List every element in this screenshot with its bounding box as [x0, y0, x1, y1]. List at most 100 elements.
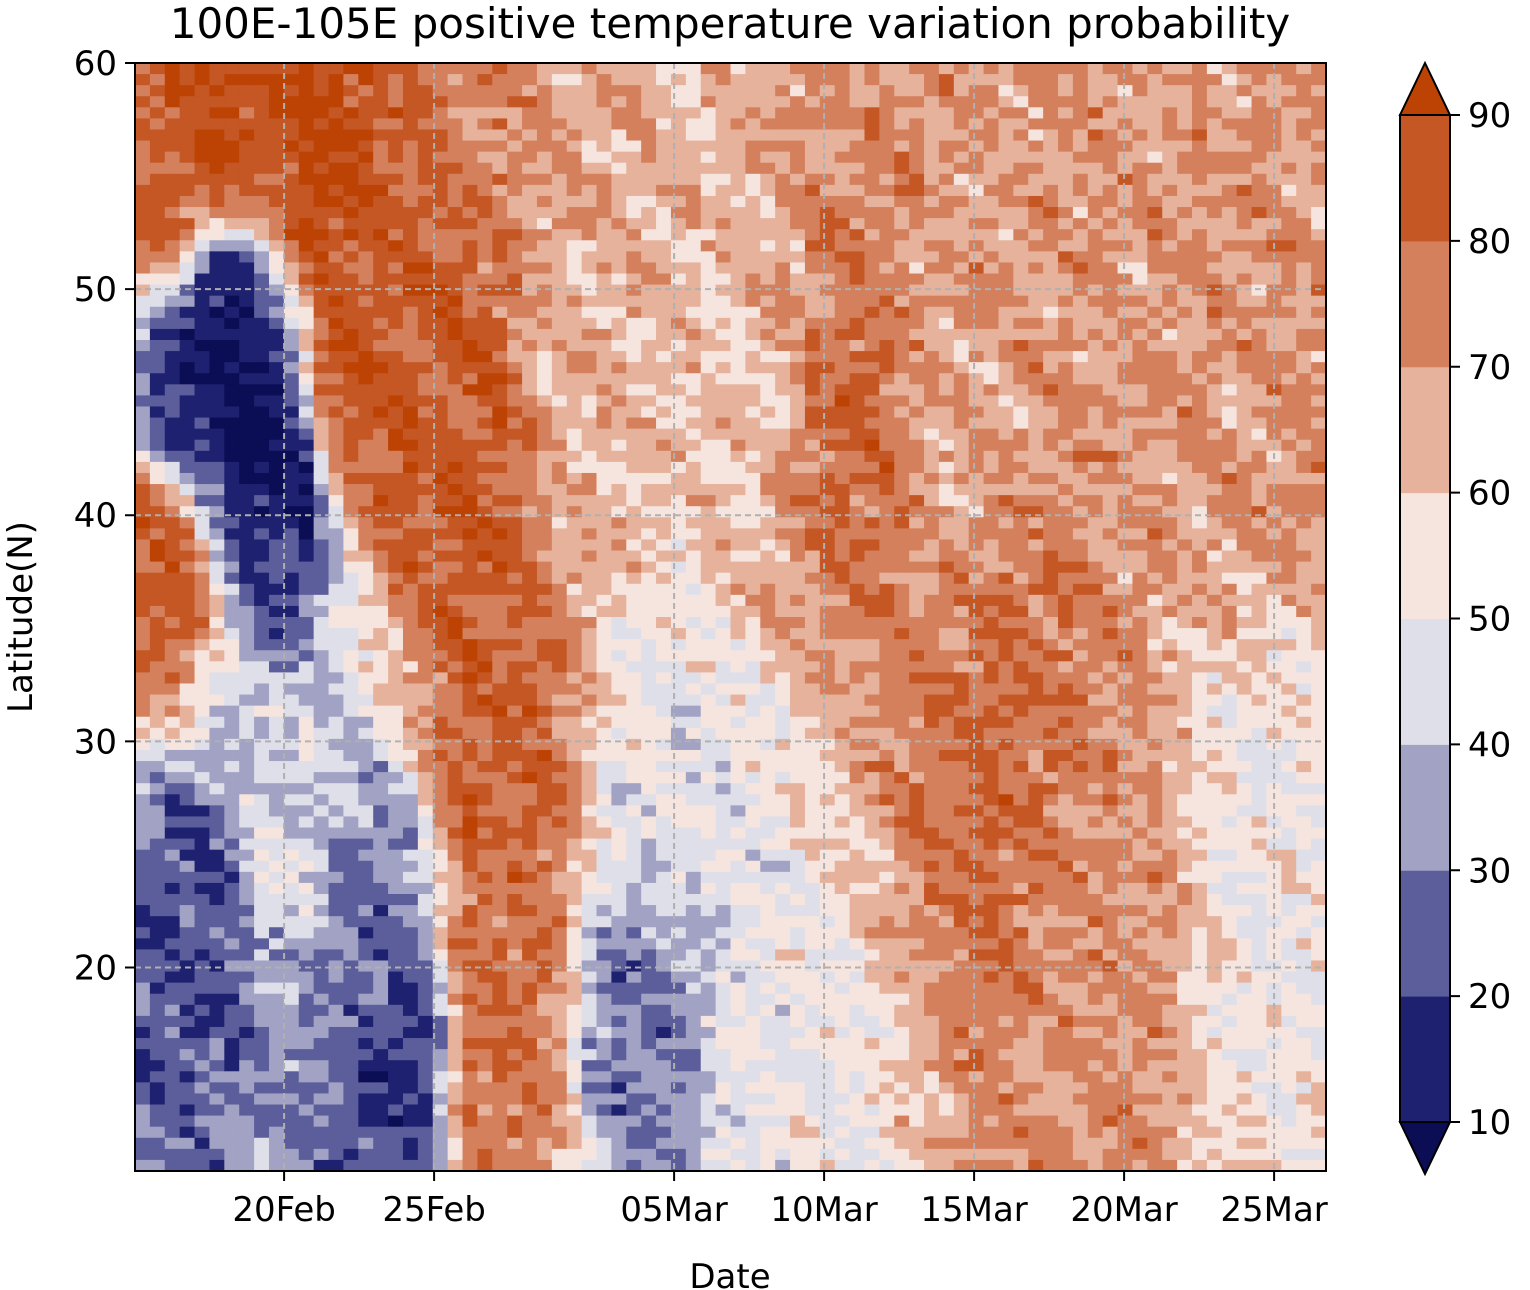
contour-cell: [864, 461, 880, 474]
contour-cell: [551, 772, 568, 784]
contour-cell: [373, 594, 389, 607]
contour-cell: [298, 938, 315, 950]
contour-cell: [254, 229, 270, 241]
contour-cell: [581, 1137, 598, 1150]
contour-cell: [164, 1104, 181, 1117]
contour-cell: [700, 583, 717, 596]
contour-cell: [268, 195, 285, 208]
contour-cell: [760, 561, 776, 574]
contour-cell: [373, 306, 389, 319]
contour-cell: [551, 971, 568, 984]
contour-cell: [715, 118, 732, 131]
contour-cell: [268, 761, 285, 773]
contour-cell: [358, 384, 374, 396]
contour-cell: [670, 783, 687, 795]
contour-cell: [224, 550, 240, 563]
contour-cell: [447, 340, 464, 352]
contour-cell: [209, 628, 225, 640]
contour-cell: [700, 849, 717, 862]
contour-cell: [790, 661, 806, 673]
contour-cell: [685, 617, 702, 629]
contour-cell: [477, 838, 493, 851]
contour-cell: [179, 1060, 196, 1072]
contour-cell: [313, 594, 330, 607]
contour-cell: [268, 295, 285, 308]
contour-cell: [670, 74, 687, 86]
contour-cell: [611, 849, 627, 862]
contour-cell: [700, 628, 717, 640]
contour-cell: [670, 472, 687, 485]
contour-cell: [254, 162, 270, 175]
contour-cell: [164, 417, 181, 430]
contour-cell: [135, 450, 151, 463]
contour-cell: [834, 572, 851, 585]
contour-cell: [760, 960, 776, 973]
contour-cell: [775, 74, 791, 86]
contour-cell: [581, 905, 598, 917]
contour-cell: [135, 1038, 151, 1050]
contour-cell: [402, 373, 419, 385]
contour-cell: [209, 162, 225, 175]
contour-cell: [790, 550, 806, 563]
contour-cell: [730, 583, 746, 596]
contour-cell: [775, 207, 791, 219]
contour-cell: [551, 628, 568, 640]
contour-cell: [596, 351, 612, 363]
contour-cell: [670, 85, 687, 97]
contour-cell: [492, 650, 508, 662]
contour-cell: [730, 794, 746, 806]
contour-cell: [402, 195, 419, 208]
contour-cell: [507, 561, 523, 574]
contour-cell: [388, 295, 404, 308]
contour-cell: [224, 96, 240, 108]
contour-cell: [641, 96, 657, 108]
contour-cell: [149, 506, 166, 518]
contour-cell: [209, 328, 225, 341]
contour-cell: [224, 905, 240, 917]
contour-cell: [417, 960, 434, 973]
contour-cell: [417, 262, 434, 275]
contour-cell: [164, 727, 181, 740]
contour-cell: [670, 506, 687, 518]
contour-cell: [551, 1060, 568, 1072]
contour-cell: [685, 749, 702, 762]
contour-cell: [328, 362, 345, 374]
contour-cell: [209, 118, 225, 131]
contour-cell: [149, 273, 166, 286]
contour-cell: [358, 628, 374, 640]
contour-cell: [745, 993, 761, 1006]
contour-cell: [135, 1082, 151, 1095]
contour-cell: [849, 107, 866, 119]
contour-cell: [239, 761, 255, 773]
contour-cell: [507, 1115, 523, 1128]
contour-cell: [462, 816, 479, 829]
contour-cell: [268, 373, 285, 385]
contour-cell: [402, 1015, 419, 1028]
contour-cell: [626, 251, 642, 264]
chart-title: 100E-105E positive temperature variation…: [170, 0, 1291, 48]
contour-cell: [551, 340, 568, 352]
contour-cell: [239, 251, 255, 264]
contour-cell: [388, 738, 404, 751]
contour-cell: [849, 85, 866, 97]
contour-cell: [685, 306, 702, 319]
contour-cell: [149, 617, 166, 629]
contour-cell: [268, 284, 285, 297]
contour-cell: [432, 484, 449, 496]
contour-cell: [179, 151, 196, 164]
contour-cell: [209, 1038, 225, 1050]
contour-cell: [670, 650, 687, 662]
contour-cell: [358, 860, 374, 873]
contour-cell: [209, 218, 225, 230]
contour-cell: [834, 506, 851, 518]
contour-cell: [492, 672, 508, 685]
contour-cell: [864, 162, 880, 175]
contour-cell: [611, 207, 627, 219]
contour-cell: [566, 306, 583, 319]
contour-cell: [566, 661, 583, 673]
contour-cell: [656, 1115, 672, 1128]
contour-cell: [224, 295, 240, 308]
contour-cell: [343, 406, 359, 419]
contour-cell: [864, 484, 880, 496]
contour-cell: [864, 240, 880, 252]
